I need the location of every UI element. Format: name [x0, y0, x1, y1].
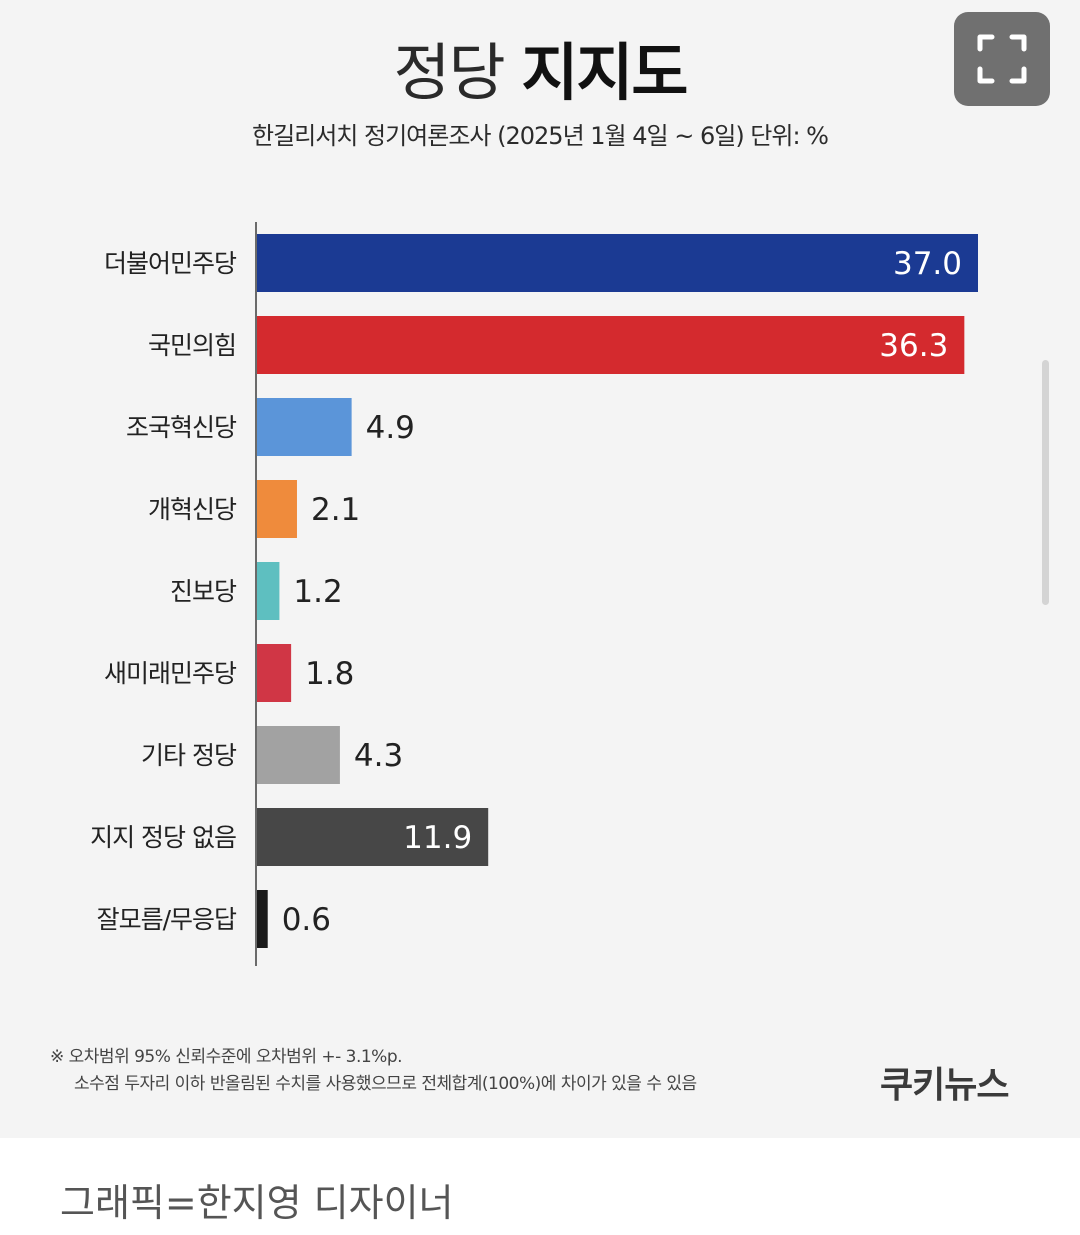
bar-3 [256, 480, 297, 538]
footnote-line-1: ※ 오차범위 95% 신뢰수준에 오차범위 +- 3.1%p. [50, 1047, 403, 1067]
bar-4 [256, 562, 280, 620]
title-bold: 지지도 [521, 36, 688, 109]
category-label-5: 새미래민주당 [104, 659, 237, 688]
value-label-1: 36.3 [879, 328, 948, 364]
category-label-2: 조국혁신당 [126, 413, 237, 442]
bar-chart: 더불어민주당 37.0 국민의힘 36.3 조국혁신당 4.9 개혁신당 2.1 진보당 1.2 새… [90, 222, 978, 966]
value-label-6: 4.3 [354, 738, 403, 774]
category-label-6: 기타 정당 [141, 741, 237, 770]
bar-8 [256, 890, 268, 948]
bar-6 [256, 726, 340, 784]
footnote-line-2: 소수점 두자리 이하 반올림된 수치를 사용했으므로 전체합계(100%)에 차… [74, 1074, 697, 1094]
fullscreen-button[interactable] [954, 12, 1050, 106]
category-label-7: 지지 정당 없음 [90, 823, 236, 852]
title-light: 정당 [393, 36, 506, 109]
category-label-1: 국민의힘 [148, 331, 236, 360]
bar-7 [256, 808, 489, 866]
bar-5 [256, 644, 292, 702]
category-label-0: 더불어민주당 [104, 249, 237, 278]
brand-logo: 쿠키뉴스 [880, 1065, 1009, 1106]
value-label-2: 4.9 [366, 410, 415, 446]
value-label-4: 1.2 [293, 574, 342, 610]
bar-1 [256, 316, 965, 374]
value-label-0: 37.0 [893, 246, 962, 282]
chart-card: 정당 지지도 한길리서치 정기여론조사 (2025년 1월 4일 ~ 6일) 단… [0, 0, 1080, 1138]
value-label-8: 0.6 [282, 902, 331, 938]
chart-subtitle: 한길리서치 정기여론조사 (2025년 1월 4일 ~ 6일) 단위: % [251, 122, 829, 150]
value-label-3: 2.1 [311, 492, 360, 528]
category-label-4: 진보당 [170, 577, 237, 606]
fullscreen-icon [977, 34, 1027, 84]
value-label-5: 1.8 [305, 656, 354, 692]
category-label-3: 개혁신당 [148, 495, 237, 524]
bar-0 [256, 234, 978, 292]
bar-2 [256, 398, 352, 456]
value-label-7: 11.9 [403, 820, 472, 856]
chart-title: 정당 지지도 [0, 36, 1080, 110]
graphic-credit: 그래픽=한지영 디자이너 [60, 1181, 454, 1225]
scrollbar[interactable] [1042, 360, 1049, 605]
category-label-8: 잘모름/무응답 [97, 905, 237, 934]
footnote: ※ 오차범위 95% 신뢰수준에 오차범위 +- 3.1%p. 소수점 두자리 … [50, 1044, 697, 1098]
